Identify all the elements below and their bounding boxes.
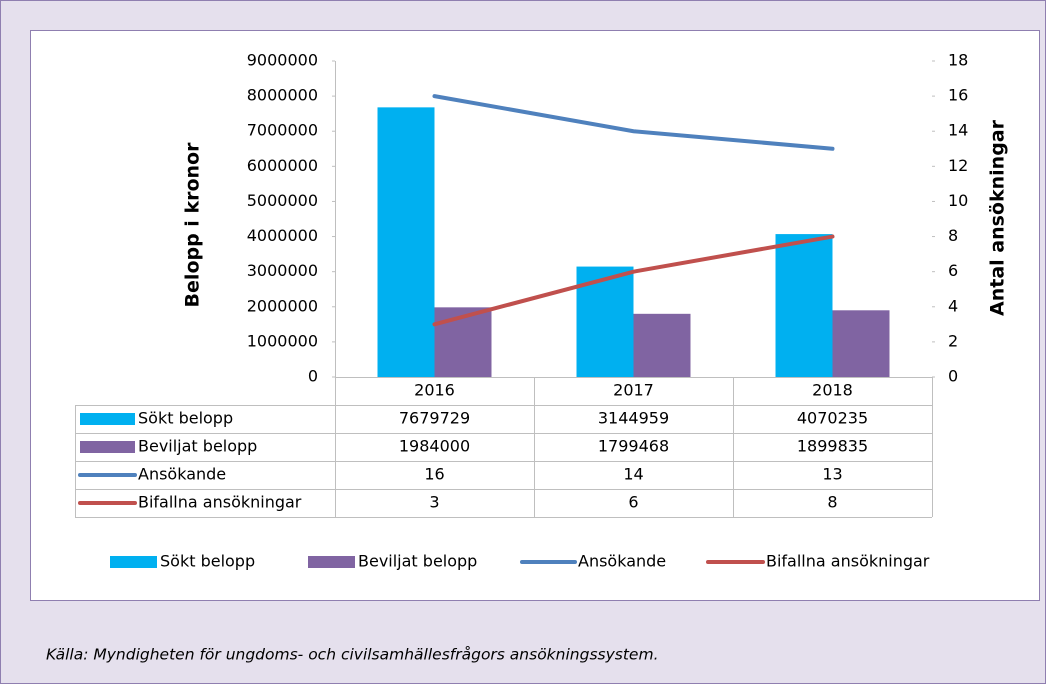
y-tick-label: 5000000 bbox=[247, 191, 318, 210]
table-cell: 13 bbox=[822, 465, 842, 484]
y2-tick-label: 12 bbox=[948, 156, 968, 175]
y2-tick-label: 16 bbox=[948, 86, 968, 105]
y-tick-label: 3000000 bbox=[247, 261, 318, 280]
table-cell: 14 bbox=[623, 465, 643, 484]
legend-key bbox=[110, 556, 157, 568]
legend-label: Bifallna ansökningar bbox=[766, 552, 930, 571]
table-row-label: Beviljat belopp bbox=[138, 437, 257, 456]
y2-tick-label: 2 bbox=[948, 331, 958, 350]
y2-axis-label: Antal ansökningar bbox=[987, 119, 1009, 316]
table-row-label: Ansökande bbox=[138, 465, 226, 484]
y2-tick-label: 4 bbox=[948, 296, 958, 315]
y-tick-label: 6000000 bbox=[247, 156, 318, 175]
table-cell: 3144959 bbox=[598, 409, 669, 428]
y-tick-label: 8000000 bbox=[247, 86, 318, 105]
source-note: Källa: Myndigheten för ungdoms- och civi… bbox=[46, 646, 659, 664]
table-cell: 3 bbox=[429, 493, 439, 512]
table-cell: 6 bbox=[628, 493, 638, 512]
y-tick-label: 1000000 bbox=[247, 331, 318, 350]
x-tick-label: 2018 bbox=[812, 381, 853, 400]
legend-key bbox=[308, 556, 355, 568]
table-cell: 16 bbox=[424, 465, 444, 484]
y-tick-label: 7000000 bbox=[247, 121, 318, 140]
table-row-label: Bifallna ansökningar bbox=[138, 493, 302, 512]
bar bbox=[377, 107, 435, 378]
table-cell: 1799468 bbox=[598, 437, 669, 456]
y-tick-label: 4000000 bbox=[247, 226, 318, 245]
y2-tick-label: 18 bbox=[948, 51, 968, 70]
table-row-label: Sökt belopp bbox=[138, 409, 233, 428]
table-legend-key bbox=[80, 413, 135, 425]
y2-tick-label: 8 bbox=[948, 226, 958, 245]
table-cell: 7679729 bbox=[399, 409, 470, 428]
line bbox=[432, 94, 835, 151]
y2-tick-label: 10 bbox=[948, 191, 968, 210]
table-cell: 4070235 bbox=[797, 409, 868, 428]
y-axis-label: Belopp i kronor bbox=[182, 142, 204, 308]
legend-label: Ansökande bbox=[578, 552, 666, 571]
bar bbox=[633, 313, 691, 377]
y-tick-label: 9000000 bbox=[247, 51, 318, 70]
legend-label: Sökt belopp bbox=[160, 552, 255, 571]
x-tick-label: 2017 bbox=[613, 381, 654, 400]
y-tick-label: 2000000 bbox=[247, 296, 318, 315]
table-cell: 8 bbox=[827, 493, 837, 512]
table-legend-key bbox=[80, 441, 135, 453]
table-cell: 1984000 bbox=[399, 437, 470, 456]
bar bbox=[434, 307, 492, 377]
line bbox=[432, 234, 835, 327]
x-tick-label: 2016 bbox=[414, 381, 455, 400]
y2-tick-label: 0 bbox=[948, 367, 958, 386]
y-tick-label: 0 bbox=[308, 367, 318, 386]
legend-label: Beviljat belopp bbox=[358, 552, 477, 571]
y2-tick-label: 14 bbox=[948, 121, 968, 140]
table-cell: 1899835 bbox=[797, 437, 868, 456]
bar bbox=[775, 234, 833, 377]
y2-tick-label: 6 bbox=[948, 261, 958, 280]
bar bbox=[832, 310, 890, 377]
